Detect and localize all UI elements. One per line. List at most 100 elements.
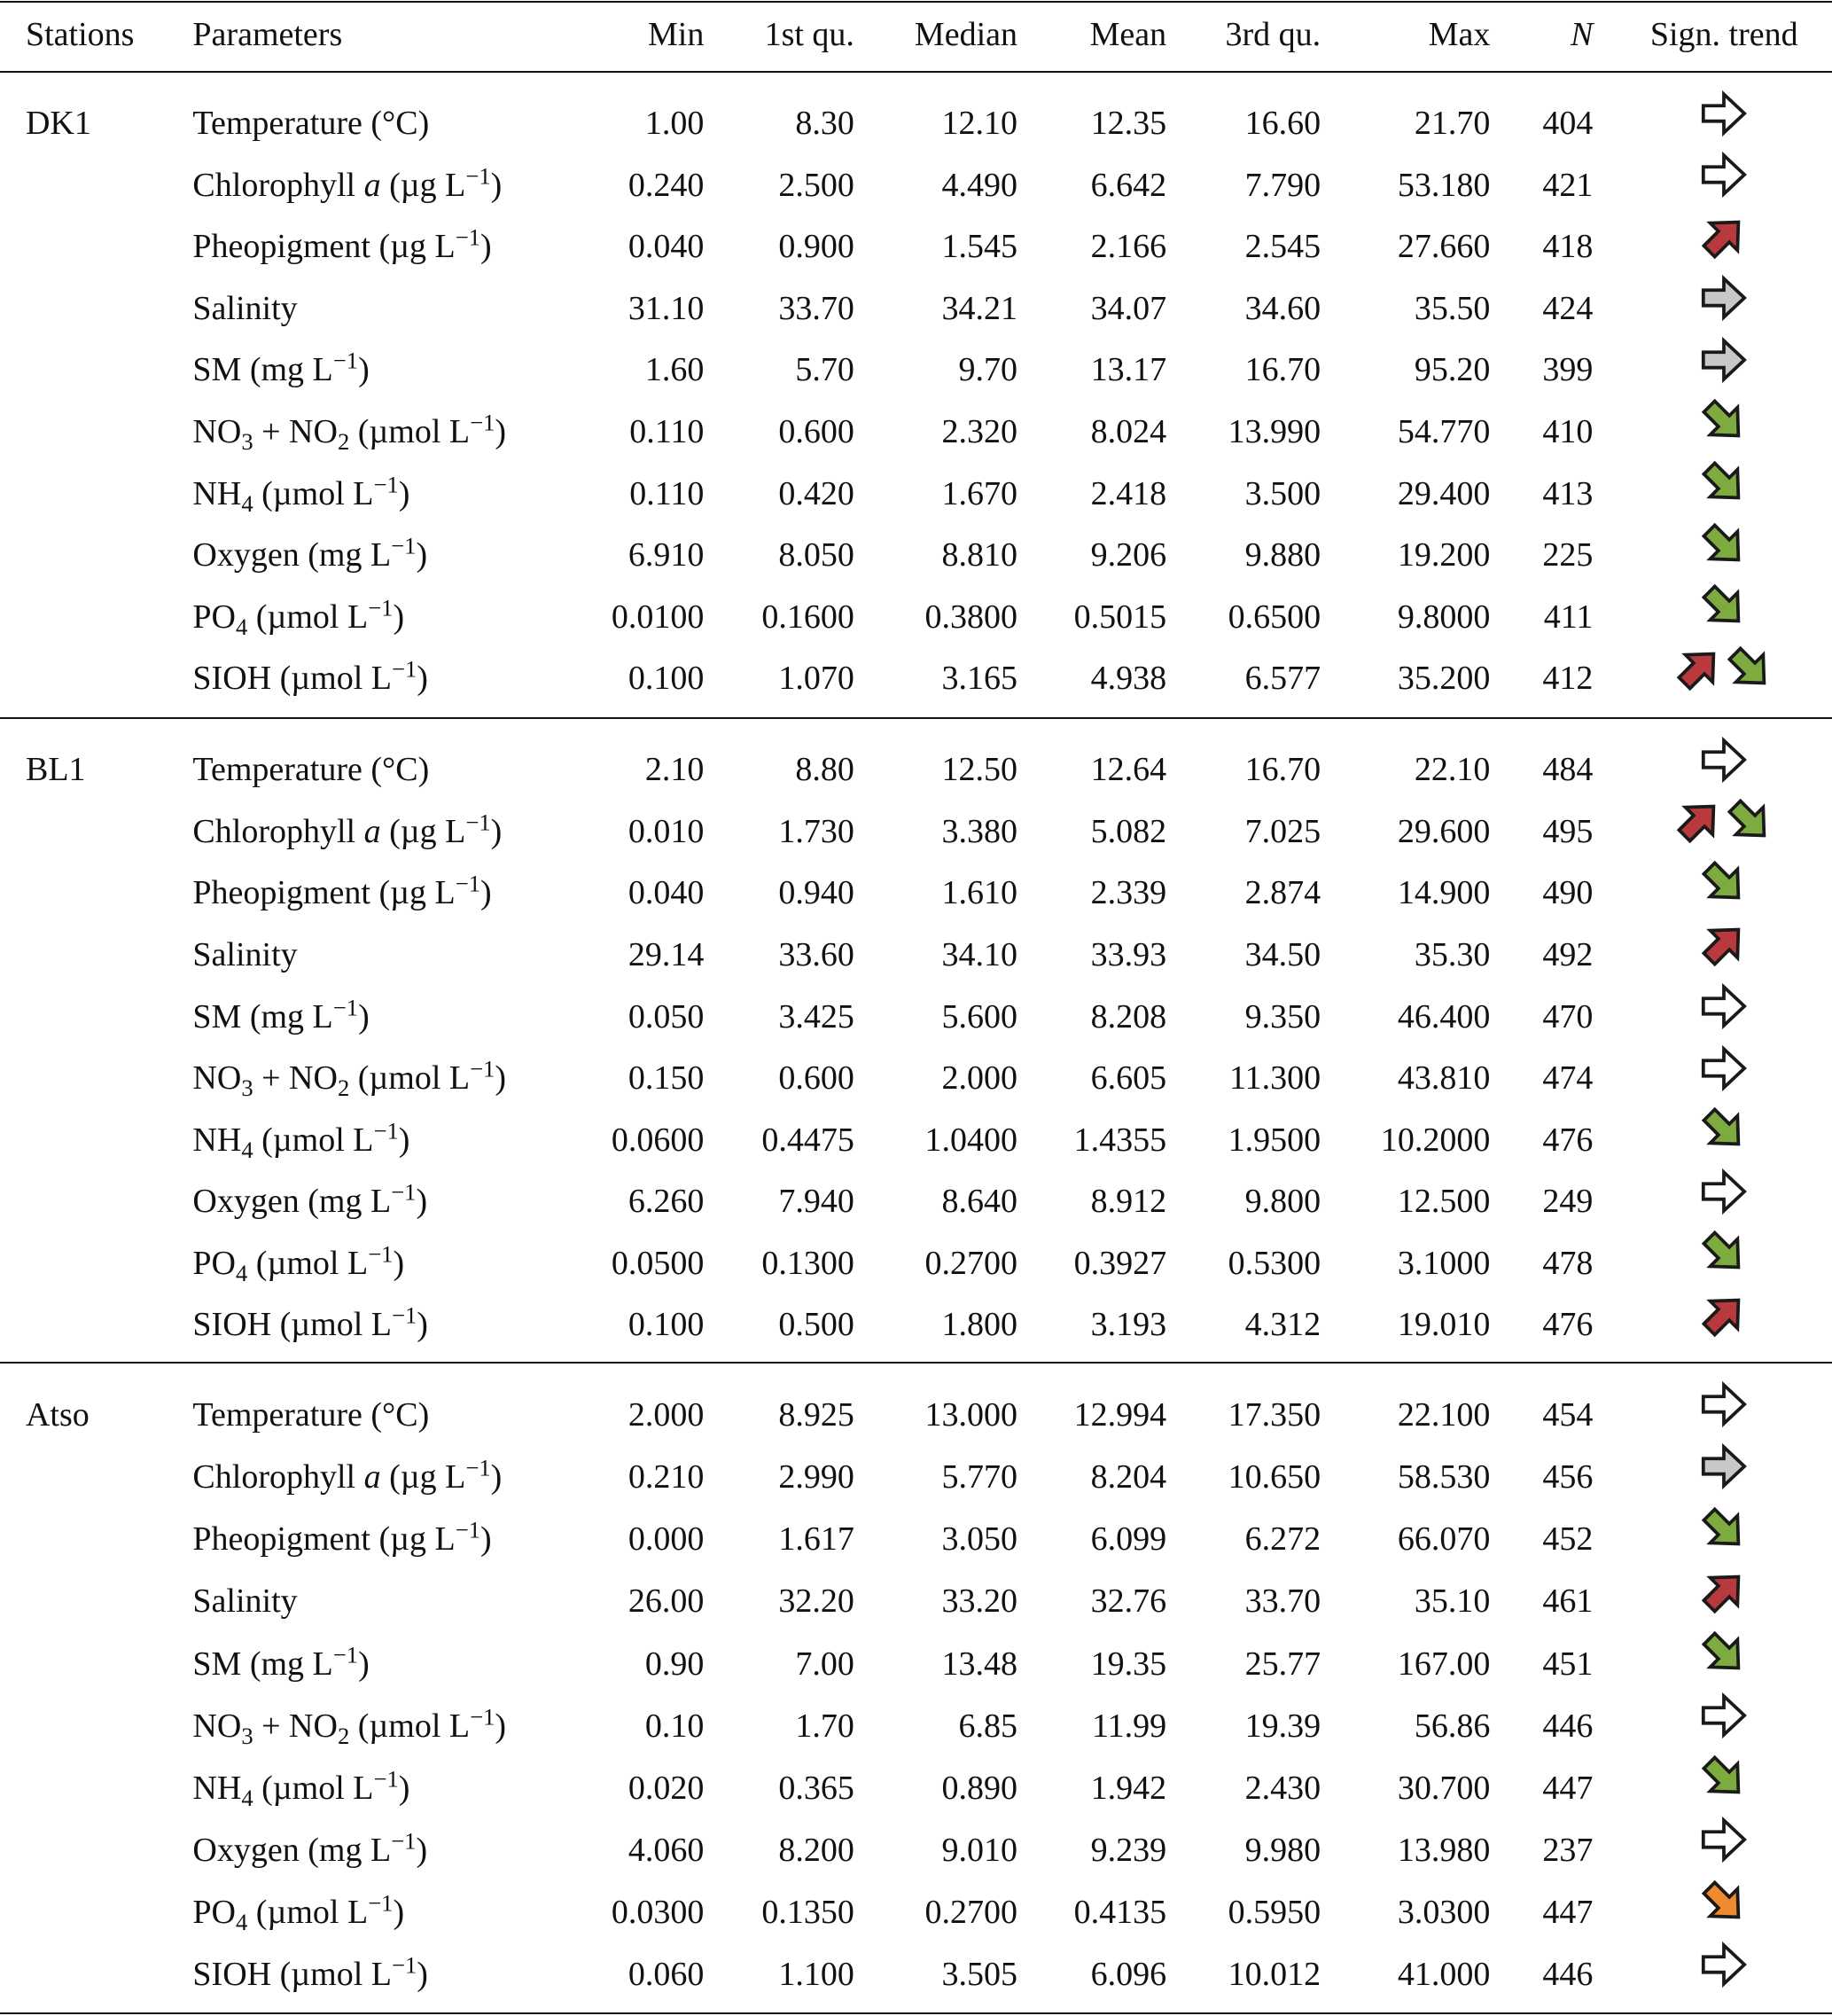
stat-value: 399 <box>1542 351 1594 389</box>
parameter-part: (µmol L <box>247 598 369 636</box>
stat-value: 43.810 <box>1397 1059 1491 1098</box>
stat-value: 6.099 <box>1090 1520 1167 1559</box>
stat-value: 6.910 <box>628 536 705 574</box>
stat-value: 19.010 <box>1397 1306 1491 1344</box>
parameter-part: Salinity <box>192 289 298 327</box>
stat-value: 0.940 <box>778 874 854 912</box>
stat-value: 8.200 <box>778 1832 854 1869</box>
column-header: N <box>1571 16 1594 54</box>
stat-value: 1.670 <box>941 474 1018 512</box>
parameter: SM (mg L−1) <box>192 1643 369 1684</box>
parameter-part: 4 <box>236 1259 248 1286</box>
parameter-part: SIOH (µmol L <box>192 1956 392 1994</box>
parameter-part: + NO <box>253 413 338 451</box>
arrow-shape <box>1702 1443 1748 1490</box>
stat-value: 95.20 <box>1414 351 1491 389</box>
stat-value: 1.800 <box>941 1306 1018 1344</box>
stat-value: 8.640 <box>941 1183 1018 1221</box>
parameter-part: (µmol L <box>253 474 374 512</box>
trend-arrow <box>1676 804 1716 844</box>
stat-value: 0.240 <box>628 166 705 204</box>
parameter-part: ) <box>417 660 428 698</box>
parameter-part: Temperature (°C) <box>192 105 430 143</box>
arrow-shape <box>1702 1575 1741 1614</box>
stat-value: 41.000 <box>1397 1956 1491 1994</box>
parameter-part: ) <box>416 1832 428 1869</box>
parameter-part: −1 <box>465 809 491 836</box>
stat-value: 0.890 <box>941 1769 1018 1807</box>
parameter-part: Salinity <box>192 1582 298 1621</box>
arrow-shape <box>1702 220 1741 259</box>
stat-value: 478 <box>1542 1244 1594 1282</box>
parameter: Chlorophyll a (µg L−1) <box>192 809 502 852</box>
parameter-part: 3 <box>241 1722 253 1749</box>
stat-value: 16.70 <box>1244 351 1321 389</box>
trend-arrow <box>1702 1044 1748 1091</box>
arrow-shape <box>1676 652 1716 691</box>
parameter-part: ) <box>480 228 492 266</box>
arrow-shape <box>1702 982 1748 1030</box>
parameter: Salinity <box>192 288 297 329</box>
parameter-part: NO <box>192 1059 242 1098</box>
station-name: DK1 <box>25 105 91 143</box>
arrow-shape <box>1702 90 1748 137</box>
stat-value: 33.93 <box>1090 935 1167 973</box>
stat-value: 35.30 <box>1414 935 1491 973</box>
trend-arrow <box>1702 860 1741 900</box>
stat-value: 0.050 <box>628 997 705 1035</box>
parameter-part: ) <box>417 1956 428 1994</box>
parameter: NH4 (µmol L−1) <box>192 473 409 517</box>
parameter: SIOH (µmol L−1) <box>192 1954 428 1995</box>
trend-arrow <box>1702 1755 1741 1794</box>
trend-arrow <box>1702 1879 1741 1918</box>
arrow-shape <box>1676 804 1716 844</box>
parameter: Oxygen (mg L−1) <box>192 1181 427 1222</box>
parameter-part: (µmol L <box>349 1707 471 1745</box>
parameter: Temperature (°C) <box>192 749 429 790</box>
arrow-shape <box>1702 1755 1741 1794</box>
parameter: NO3 + NO2 (µmol L−1) <box>192 1058 506 1100</box>
stat-value: 31.10 <box>628 289 705 327</box>
parameter-part: 4 <box>241 489 253 517</box>
stat-value: 0.5300 <box>1228 1244 1321 1282</box>
stat-value: 1.70 <box>795 1707 854 1745</box>
stat-value: 474 <box>1542 1059 1594 1098</box>
parameter-part: −1 <box>391 656 417 684</box>
trend-arrow <box>1702 1941 1748 1988</box>
stat-value: 1.60 <box>644 351 705 389</box>
stat-value: 167.00 <box>1397 1645 1491 1683</box>
stat-value: 1.730 <box>778 812 854 850</box>
arrow-shape <box>1702 736 1748 783</box>
trend-arrow <box>1702 736 1748 783</box>
stat-value: 1.610 <box>941 874 1018 912</box>
stat-value: 6.260 <box>628 1183 705 1221</box>
stat-value: 0.600 <box>778 1059 854 1098</box>
parameter-part: ) <box>417 1306 428 1344</box>
stat-value: 13.000 <box>924 1395 1018 1434</box>
stat-value: 3.505 <box>941 1956 1018 1994</box>
trend-arrow <box>1702 982 1748 1030</box>
parameter-part: ) <box>490 1458 503 1496</box>
stat-value: 2.874 <box>1244 874 1321 912</box>
stat-value: 29.14 <box>628 935 705 973</box>
parameter-part: −1 <box>465 1454 491 1481</box>
stat-value: 7.790 <box>1244 166 1321 204</box>
rule-line <box>0 716 1832 719</box>
stat-value: 25.77 <box>1244 1645 1321 1683</box>
arrow-shape <box>1702 583 1741 623</box>
arrow-shape <box>1702 1506 1741 1545</box>
stat-value: 4.060 <box>628 1832 705 1869</box>
parameter-part: Oxygen (mg L <box>192 1832 392 1869</box>
trend-arrow <box>1702 1575 1741 1614</box>
parameter-part: −1 <box>455 1516 481 1543</box>
stat-value: 0.0500 <box>611 1244 705 1282</box>
stat-value: 17.350 <box>1228 1395 1321 1434</box>
stat-value: 476 <box>1542 1306 1594 1344</box>
stat-value: 0.040 <box>628 228 705 266</box>
stat-value: 225 <box>1542 536 1594 574</box>
parameter-part: 4 <box>241 1784 253 1811</box>
trend-arrow <box>1702 1106 1741 1146</box>
parameter-part: Chlorophyll <box>192 1458 364 1496</box>
column-header: Sign. trend <box>1649 16 1798 54</box>
parameter-part: ) <box>416 536 428 574</box>
